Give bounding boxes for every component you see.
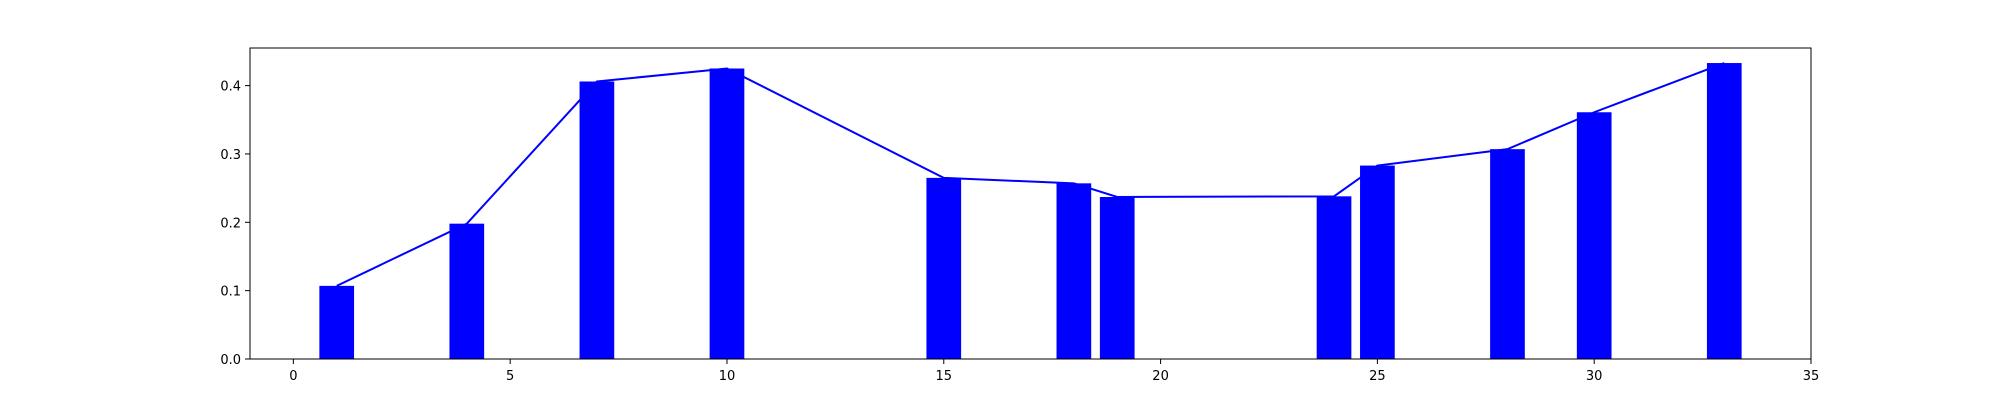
x-tick-label-1: 5 [506,369,514,384]
y-tick-label-3: 0.3 [220,148,241,163]
x-axis: 0 5 10 15 20 25 30 35 [289,359,1819,384]
y-tick-label-1: 0.1 [220,285,241,300]
bar-9 [1490,149,1525,359]
x-tick-label-5: 25 [1369,369,1386,384]
bar-4 [926,177,962,359]
bar-1 [449,223,485,359]
bar-2 [579,81,615,359]
y-tick-label-4: 0.4 [220,80,241,95]
y-axis: 0.0 0.1 0.2 0.3 0.4 [220,80,250,368]
y-tick-label-0: 0.0 [220,353,241,368]
series-line [336,62,1725,287]
bar-0 [319,285,355,359]
y-tick-label-2: 0.2 [220,216,241,231]
bars-layer [319,63,1742,360]
bar-5 [1056,183,1092,359]
line-layer [336,62,1725,287]
x-tick-label-2: 10 [719,369,736,384]
bar-11 [1706,63,1742,360]
plot-frame [249,47,1812,360]
x-tick-label-3: 15 [936,369,953,384]
bar-6 [1099,197,1135,359]
bar-3 [709,68,745,359]
bar-8 [1360,165,1395,359]
bar-7 [1316,196,1352,359]
x-tick-label-7: 35 [1803,369,1820,384]
bar-10 [1576,112,1612,359]
x-tick-label-6: 30 [1586,369,1603,384]
x-tick-label-0: 0 [289,369,297,384]
x-tick-label-4: 20 [1152,369,1169,384]
